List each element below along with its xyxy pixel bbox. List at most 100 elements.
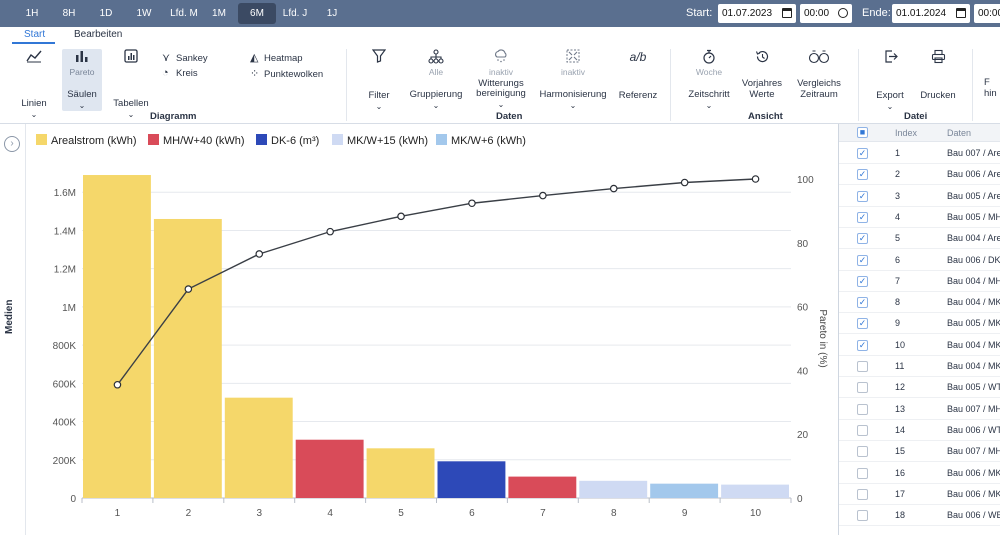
table-row[interactable]: ✓ 4 Bau 005 / MH — [839, 207, 1000, 228]
row-index: 17 — [895, 488, 906, 499]
chevron-right-icon[interactable]: › — [4, 136, 20, 152]
end-time-input[interactable]: 00:00 — [974, 4, 1000, 23]
row-checkbox[interactable]: ✓ — [857, 148, 868, 159]
sankey-button[interactable]: ⋎ Sankey — [162, 51, 208, 64]
row-daten: Bau 006 / WT — [947, 424, 1000, 435]
row-checkbox[interactable] — [857, 424, 868, 436]
calendar-icon[interactable] — [956, 8, 966, 18]
range-6m[interactable]: 6M — [238, 3, 276, 24]
table-row[interactable]: 14 Bau 006 / WT — [839, 420, 1000, 441]
group-label-diagramm: Diagramm — [150, 111, 197, 122]
zeitschritt-label: Zeitschritt — [688, 89, 730, 100]
tabellen-button[interactable]: Tabellen ⌄ — [110, 49, 152, 119]
table-row[interactable]: ✓ 6 Bau 006 / DK- — [839, 250, 1000, 271]
row-checkbox[interactable]: ✓ — [857, 190, 868, 202]
table-row[interactable]: ✓ 3 Bau 005 / Are — [839, 186, 1000, 207]
start-date-input[interactable]: 01.07.2023 — [718, 4, 796, 23]
table-row[interactable]: 11 Bau 004 / MK — [839, 356, 1000, 377]
start-date-value: 01.07.2023 — [722, 8, 773, 19]
harmonisierung-button[interactable]: inaktiv Harmonisierung ⌄ — [538, 49, 608, 111]
table-row[interactable]: 15 Bau 007 / MH — [839, 441, 1000, 463]
active-tab-indicator — [12, 42, 55, 44]
row-checkbox[interactable] — [857, 446, 868, 458]
range-1j[interactable]: 1J — [326, 8, 338, 19]
range-1w[interactable]: 1W — [136, 8, 152, 19]
tab-bearbeiten[interactable]: Bearbeiten — [74, 29, 123, 40]
table-row[interactable]: 13 Bau 007 / MH — [839, 399, 1000, 420]
row-checkbox[interactable] — [857, 467, 868, 479]
zeitschritt-button[interactable]: Woche Zeitschritt ⌄ — [684, 49, 734, 111]
witterungsbereinigung-button[interactable]: inaktiv Witterungs bereinigung ⌄ — [472, 49, 530, 111]
end-date-input[interactable]: 01.01.2024 — [892, 4, 970, 23]
heatmap-label: Heatmap — [264, 53, 303, 64]
select-all-checkbox[interactable]: ■ — [857, 127, 868, 138]
row-checkbox[interactable]: ✓ — [857, 297, 868, 309]
legend-item[interactable]: DK-6 (m³) — [256, 134, 319, 147]
truncated-button[interactable]: F hin — [984, 77, 1000, 107]
row-checkbox[interactable]: ✓ — [857, 275, 868, 287]
range-1d[interactable]: 1D — [99, 8, 113, 19]
y2-tick-label: 20 — [797, 430, 809, 441]
range-1m[interactable]: 1M — [212, 8, 226, 19]
table-row[interactable]: ✓ 2 Bau 006 / Are — [839, 164, 1000, 186]
header-index[interactable]: Index — [895, 128, 918, 138]
saeulen-button[interactable]: Pareto Säulen ⌄ — [62, 49, 102, 111]
calendar-icon[interactable] — [782, 8, 792, 18]
heatmap-button[interactable]: ◭ Heatmap — [250, 51, 303, 64]
table-row[interactable]: 17 Bau 006 / MK — [839, 484, 1000, 505]
vergleichs-label-2: Zeitraum — [800, 89, 838, 100]
table-row[interactable]: ✓ 10 Bau 004 / MK — [839, 335, 1000, 356]
row-checkbox[interactable]: ✓ — [857, 318, 868, 330]
range-8h[interactable]: 8H — [62, 8, 76, 19]
legend-item[interactable]: Arealstrom (kWh) — [36, 134, 137, 147]
punktewolken-button[interactable]: ⁘ Punktewolken — [250, 67, 323, 80]
row-checkbox[interactable]: ✓ — [857, 233, 868, 245]
row-checkbox[interactable] — [857, 510, 868, 522]
legend-item[interactable]: MH/W+40 (kWh) — [148, 134, 245, 147]
export-label: Export — [876, 90, 904, 101]
referenz-button[interactable]: a/b Referenz — [616, 49, 660, 111]
table-row[interactable]: 18 Bau 006 / WB — [839, 505, 1000, 527]
y2-tick-label: 40 — [797, 366, 809, 377]
vorjahreswerte-button[interactable]: Vorjahres Werte — [738, 49, 786, 111]
witterung-sub: inaktiv — [488, 67, 514, 77]
bar — [579, 480, 648, 498]
header-daten[interactable]: Daten — [947, 128, 972, 138]
row-checkbox[interactable] — [857, 403, 868, 415]
row-daten: Bau 004 / MK — [947, 361, 1000, 371]
gruppierung-button[interactable]: Alle Gruppierung ⌄ — [406, 49, 466, 111]
media-side-panel: › Medien — [0, 124, 26, 535]
linien-button[interactable]: Linien ⌄ — [14, 49, 54, 119]
range-1h[interactable]: 1H — [25, 8, 39, 19]
table-row[interactable]: ✓ 1 Bau 007 / Are — [839, 143, 1000, 164]
drucken-button[interactable]: Drucken — [916, 49, 960, 111]
table-row[interactable]: ✓ 7 Bau 004 / MH — [839, 271, 1000, 292]
legend-item[interactable]: MK/W+15 (kWh) — [332, 134, 428, 147]
row-checkbox[interactable] — [857, 382, 868, 394]
medien-label[interactable]: Medien — [4, 299, 15, 334]
x-tick-label: 8 — [611, 508, 617, 519]
kreis-button[interactable]: ◔ Kreis — [162, 67, 198, 79]
table-row[interactable]: ✓ 9 Bau 005 / MK — [839, 313, 1000, 335]
row-checkbox[interactable]: ✓ — [857, 254, 868, 266]
table-row[interactable]: ✓ 5 Bau 004 / Are — [839, 228, 1000, 250]
start-time-input[interactable]: 00:00 — [800, 4, 852, 23]
table-row[interactable]: 12 Bau 005 / WT — [839, 377, 1000, 399]
chart-canvas: 0 200K 400K 600K 800K 1M 1.2M 1.4M 1.6M 0 20 40 60 80… — [53, 175, 828, 519]
row-checkbox[interactable]: ✓ — [857, 169, 868, 181]
table-row[interactable]: ✓ 8 Bau 004 / MK — [839, 292, 1000, 314]
row-checkbox[interactable] — [857, 361, 868, 372]
tab-start[interactable]: Start — [24, 29, 46, 40]
row-checkbox[interactable]: ✓ — [857, 211, 868, 223]
filter-button[interactable]: Filter ⌄ — [362, 49, 396, 111]
table-row[interactable]: 16 Bau 006 / MK — [839, 463, 1000, 484]
legend-item[interactable]: MK/W+6 (kWh) — [436, 134, 526, 147]
row-checkbox[interactable] — [857, 488, 868, 500]
table-header: ■ Index Daten — [839, 124, 1000, 142]
range-lfd-j[interactable]: Lfd. J — [282, 8, 308, 19]
row-checkbox[interactable]: ✓ — [857, 339, 868, 351]
range-lfd-m[interactable]: Lfd. M — [170, 8, 198, 19]
clock-icon[interactable] — [838, 8, 848, 18]
export-button[interactable]: Export ⌄ — [870, 49, 910, 111]
vergleichszeitraum-button[interactable]: Vergleichs Zeitraum — [792, 49, 846, 111]
